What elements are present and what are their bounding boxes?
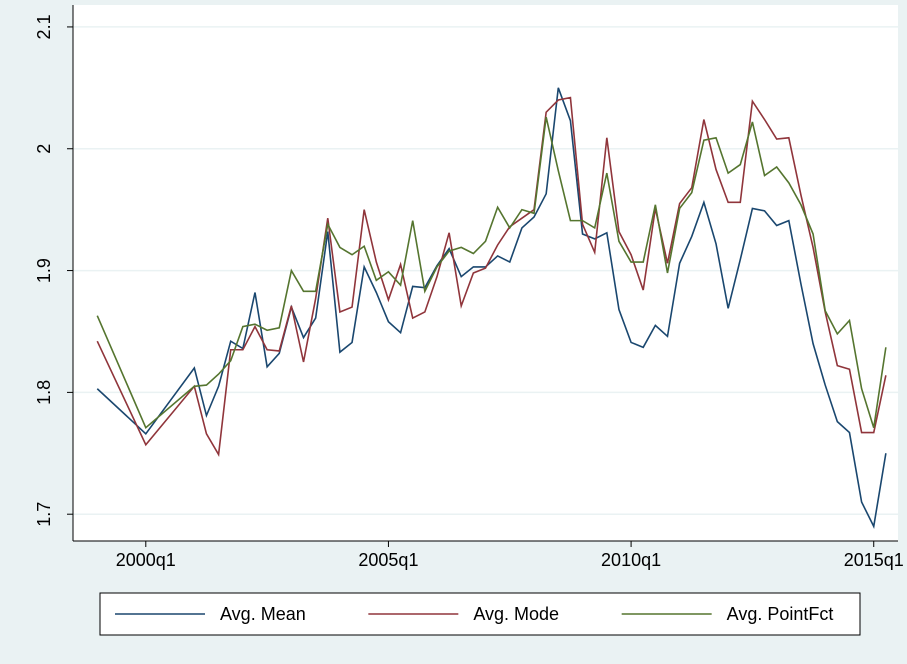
y-tick-label: 1.7 xyxy=(34,502,54,527)
legend-label: Avg. Mean xyxy=(220,604,306,624)
line-series xyxy=(96,116,887,430)
plot-area xyxy=(73,5,898,541)
x-tick-label: 2015q1 xyxy=(844,550,904,570)
x-tick-label: 2005q1 xyxy=(358,550,418,570)
y-tick-label: 1.9 xyxy=(34,258,54,283)
x-tick-label: 2000q1 xyxy=(116,550,176,570)
x-tick-label: 2010q1 xyxy=(601,550,661,570)
line-series xyxy=(96,96,887,457)
y-tick-label: 1.8 xyxy=(34,380,54,405)
legend-label: Avg. Mode xyxy=(473,604,559,624)
legend xyxy=(99,592,861,636)
y-tick-label: 2 xyxy=(34,144,54,154)
y-tick-label: 2.1 xyxy=(34,14,54,39)
legend-label: Avg. PointFct xyxy=(727,604,834,624)
